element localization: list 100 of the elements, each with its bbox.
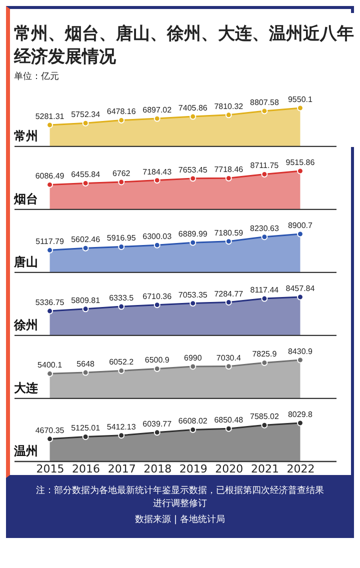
point (190, 175, 196, 182)
data-label: 6762 (112, 168, 131, 178)
data-label: 7180.59 (214, 228, 244, 238)
text: 注：部分数据为各地最新统计年鉴显示数据，已根据第四次经济普查结果进行调整修订 (36, 485, 324, 511)
x-tick-label: 2017 (108, 462, 136, 476)
data-label: 7030.4 (216, 353, 242, 362)
point (154, 177, 160, 184)
data-label: 8117.44 (250, 286, 280, 295)
data-label: 5916.95 (106, 234, 136, 243)
data-label: 6897.02 (142, 106, 172, 115)
point (82, 369, 89, 376)
x-tick-label: 2015 (36, 462, 64, 476)
point (296, 420, 304, 426)
data-label: 5125.01 (71, 424, 101, 433)
data-label: 5281.31 (35, 112, 65, 121)
data-label: 5809.81 (71, 296, 101, 305)
point (225, 425, 232, 432)
data-label: 4670.35 (35, 426, 65, 435)
point (190, 363, 196, 370)
data-label: 5400.1 (38, 360, 63, 370)
point (118, 178, 125, 186)
point (154, 302, 160, 308)
point (82, 244, 89, 252)
source-note: 数据来源 | 各地统计局 (134, 514, 226, 527)
point (118, 244, 125, 250)
data-label: 6478.16 (106, 107, 136, 116)
point (82, 434, 89, 440)
point (261, 234, 268, 240)
data-label: 8900.7 (288, 221, 314, 230)
point (190, 300, 196, 307)
x-tick-label: 2021 (250, 462, 279, 476)
data-label: 7053.35 (178, 290, 208, 300)
series-label: 常州 (14, 129, 38, 143)
data-label: 5336.75 (35, 298, 65, 308)
point (190, 239, 196, 246)
data-label: 6608.02 (178, 416, 208, 426)
data-label: 8807.58 (250, 98, 280, 107)
data-label: 7718.46 (214, 165, 244, 174)
data-label: 8029.8 (288, 410, 314, 419)
series-label: 唐山 (13, 255, 38, 269)
point (46, 370, 54, 377)
data-label: 7284.77 (214, 289, 244, 298)
point (225, 112, 232, 118)
point (118, 432, 125, 439)
point (154, 429, 160, 436)
data-label: 6500.9 (144, 356, 170, 365)
series-label: 大连 (14, 381, 39, 395)
data-label: 9550.1 (288, 95, 314, 104)
point (296, 104, 304, 112)
x-tick-label: 2016 (72, 462, 100, 476)
data-label: 7184.43 (142, 167, 172, 176)
point (82, 120, 89, 126)
point (296, 294, 304, 300)
data-label: 7405.86 (178, 104, 208, 113)
data-label: 7825.9 (252, 350, 278, 359)
point (225, 299, 232, 306)
data-label: 7585.02 (250, 412, 280, 422)
point (154, 115, 160, 122)
x-tick-label: 2020 (215, 462, 244, 476)
data-label: 5412.13 (106, 422, 136, 432)
point (296, 230, 304, 238)
data-label: 5648 (76, 360, 96, 369)
data-label: 6086.49 (35, 172, 65, 181)
data-label: 7810.32 (214, 102, 244, 111)
point (190, 113, 196, 120)
data-label: 5752.34 (71, 110, 101, 120)
point (261, 108, 268, 114)
point (296, 168, 304, 174)
x-tick-label: 2022 (286, 462, 315, 476)
point (46, 246, 54, 254)
point (154, 242, 160, 248)
data-label: 9515.86 (286, 158, 316, 167)
x-tick-label: 2018 (144, 462, 172, 476)
series-label: 徐州 (13, 318, 38, 332)
data-label: 6455.84 (71, 170, 101, 180)
point (118, 303, 125, 310)
point (261, 422, 268, 428)
data-label: 8230.63 (250, 224, 280, 233)
data-label: 5117.79 (36, 237, 64, 246)
x-tick-label: 2019 (179, 462, 208, 476)
data-label: 6990 (184, 353, 202, 362)
series-label: 烟台 (13, 192, 38, 206)
point (261, 295, 268, 302)
chart-subtitle: 单位：亿元 (14, 71, 59, 82)
data-label: 6889.99 (178, 230, 208, 239)
point (225, 238, 232, 245)
data-label: 6850.48 (214, 416, 244, 425)
data-label: 7653.45 (178, 165, 208, 174)
point (46, 308, 54, 314)
chart-title: 常州、烟台、唐山、徐州、大连、温州近八年经济发展情况 (13, 24, 354, 67)
point (225, 363, 232, 370)
point (46, 122, 54, 128)
point (296, 356, 304, 364)
data-label: 8430.9 (288, 347, 314, 356)
data-label: 6039.77 (142, 419, 172, 428)
data-label: 8711.75 (250, 161, 280, 170)
data-label: 6052.2 (109, 358, 134, 367)
data-label: 6333.5 (109, 294, 134, 303)
point (82, 306, 89, 312)
data-label: 8457.84 (286, 284, 316, 293)
